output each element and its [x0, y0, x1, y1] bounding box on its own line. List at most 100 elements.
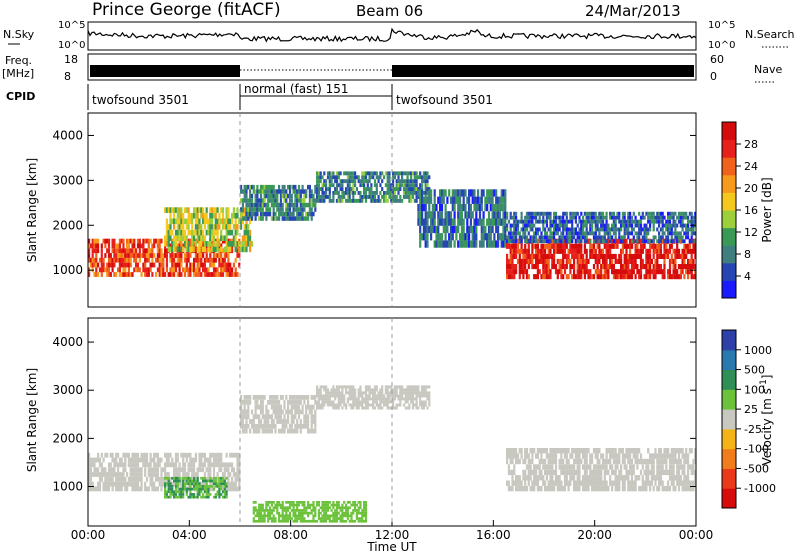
- echo-cell: [285, 216, 288, 221]
- echo-cell: [672, 274, 675, 280]
- echo-cell: [667, 253, 670, 259]
- echo-cell: [535, 235, 538, 240]
- echo-cell: [234, 246, 237, 253]
- echo-cell: [211, 212, 214, 219]
- echo-cell: [258, 519, 261, 523]
- echo-cell: [629, 223, 632, 228]
- echo-cell: [354, 394, 357, 398]
- echo-cell: [549, 453, 552, 459]
- echo-cell: [332, 403, 335, 407]
- echo-cell: [115, 462, 118, 468]
- echo-cell: [421, 388, 424, 392]
- echo-cell: [111, 267, 114, 273]
- echo-cell: [189, 246, 192, 253]
- echo-cell: [663, 223, 666, 228]
- echo-cell: [531, 264, 534, 270]
- echo-cell: [265, 414, 268, 420]
- echo-cell: [421, 183, 424, 188]
- echo-cell: [95, 467, 98, 473]
- echo-cell: [401, 179, 404, 184]
- echo-cell: [692, 264, 695, 270]
- echo-cell: [413, 198, 416, 203]
- echo-cell: [258, 506, 261, 510]
- echo-cell: [183, 218, 187, 225]
- echo-cell: [679, 238, 682, 244]
- echo-cell: [321, 509, 324, 512]
- echo-cell: [357, 175, 360, 180]
- echo-cell: [164, 493, 167, 496]
- echo-cell: [223, 267, 226, 273]
- colorbar-swatch: [722, 122, 736, 141]
- echo-cell: [585, 235, 588, 240]
- echo-cell: [513, 223, 516, 228]
- echo-cell: [366, 179, 369, 184]
- echo-cell: [194, 248, 197, 254]
- echo-cell: [113, 243, 116, 249]
- echo-cell: [288, 517, 292, 520]
- echo-cell: [218, 452, 221, 458]
- echo-cell: [335, 406, 339, 410]
- echo-cell: [676, 243, 679, 249]
- echo-cell: [395, 187, 398, 191]
- echo-cell: [155, 486, 158, 492]
- echo-cell: [596, 223, 599, 228]
- echo-cell: [256, 428, 259, 434]
- echo-cell: [667, 215, 670, 220]
- echo-cell: [225, 495, 228, 499]
- echo-cell: [283, 211, 286, 217]
- echo-cell: [173, 272, 176, 277]
- echo-cell: [281, 509, 284, 512]
- echo-cell: [658, 219, 661, 224]
- echo-cell: [364, 509, 368, 512]
- echo-cell: [625, 248, 628, 254]
- echo-cell: [493, 211, 496, 219]
- echo-cell: [307, 404, 310, 410]
- echo-cell: [580, 269, 583, 275]
- nave-label: Nave: [754, 63, 782, 76]
- echo-cell: [560, 469, 563, 476]
- echo-cell: [247, 423, 250, 429]
- echo-cell: [212, 262, 216, 268]
- echo-cell: [506, 235, 509, 240]
- echo-cell: [346, 175, 349, 180]
- echo-cell: [223, 495, 226, 499]
- echo-cell: [158, 476, 161, 482]
- echo-cell: [325, 506, 328, 510]
- echo-cell: [258, 216, 261, 221]
- echo-cell: [578, 475, 581, 481]
- echo-cell: [122, 481, 125, 487]
- echo-cell: [544, 253, 547, 259]
- echo-cell: [551, 223, 554, 228]
- echo-cell: [605, 223, 608, 228]
- echo-cell: [509, 211, 512, 216]
- echo-cell: [649, 274, 652, 280]
- echo-cell: [421, 391, 424, 395]
- echo-cell: [301, 404, 304, 410]
- echo-cell: [515, 448, 518, 454]
- echo-cell: [247, 224, 250, 230]
- echo-cell: [350, 403, 353, 407]
- echo-cell: [459, 240, 462, 248]
- echo-cell: [618, 211, 621, 216]
- echo-cell: [117, 248, 120, 254]
- echo-cell: [395, 403, 398, 407]
- echo-cell: [118, 486, 121, 492]
- echo-cell: [540, 485, 543, 492]
- echo-cell: [136, 486, 140, 492]
- echo-cell: [303, 189, 306, 194]
- echo-cell: [223, 490, 226, 494]
- echo-cell: [165, 457, 168, 463]
- echo-cell: [173, 235, 176, 241]
- echo-cell: [652, 243, 655, 249]
- echo-cell: [352, 195, 355, 199]
- echo-cell: [261, 428, 264, 434]
- echo-cell: [335, 388, 339, 392]
- echo-cell: [605, 239, 608, 244]
- echo-cell: [605, 211, 608, 216]
- echo-cell: [665, 248, 668, 254]
- echo-cell: [258, 207, 261, 212]
- echo-cell: [247, 409, 250, 415]
- echo-cell: [690, 215, 693, 220]
- echo-cell: [232, 272, 235, 277]
- echo-cell: [448, 189, 451, 197]
